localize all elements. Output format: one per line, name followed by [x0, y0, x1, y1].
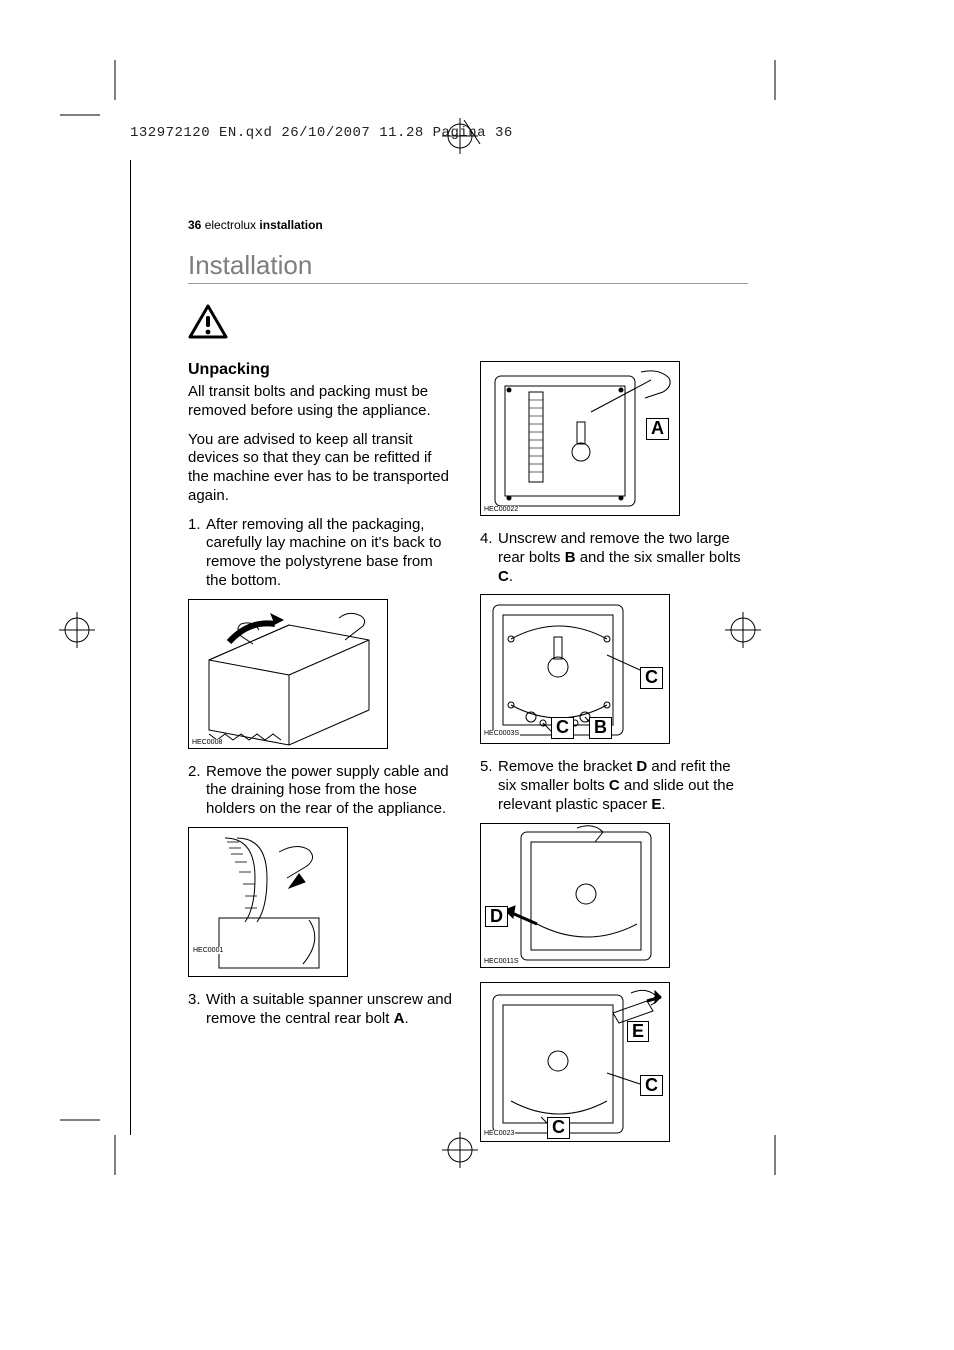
crop-mark-tr [760, 60, 830, 130]
step-2: 2. Remove the power supply cable and the… [188, 763, 456, 819]
callout-e: E [627, 1021, 649, 1043]
figure-code: HEC00022 [483, 506, 519, 513]
callout-b: B [589, 717, 612, 739]
figure-remove-hose: HEC0001 [188, 827, 348, 977]
figure-bolt-a: A HEC00022 [480, 361, 680, 516]
registration-mark-left [52, 605, 102, 655]
right-column: A HEC00022 4. Unscrew and remove the two… [480, 361, 748, 1156]
crop-mark-bl [60, 1105, 130, 1175]
section-name: installation [259, 218, 322, 232]
callout-c-fig6b: C [547, 1117, 570, 1139]
callout-c-upper: C [640, 667, 663, 689]
step-3: 3. With a suitable spanner unscrew and r… [188, 991, 456, 1029]
left-column: Unpacking All transit bolts and packing … [188, 361, 456, 1156]
callout-c-fig6a: C [640, 1075, 663, 1097]
registration-mark-top [440, 116, 490, 166]
callout-a: A [646, 418, 669, 440]
warning-icon [188, 304, 228, 340]
brand-name: electrolux [205, 218, 256, 232]
figure-code: HEC0003S [483, 730, 520, 737]
content-area: Installation Unpacking All transit bolts… [188, 250, 748, 1156]
figure-code: HEC0023 [483, 1130, 515, 1137]
figure-code: HEC0001 [192, 947, 224, 954]
figure-remove-polystyrene: HEC0008 [188, 599, 388, 749]
crop-mark-tl [60, 60, 130, 130]
intro-paragraph-1: All transit bolts and packing must be re… [188, 383, 456, 421]
intro-paragraph-2: You are advised to keep all transit devi… [188, 431, 456, 506]
step-5: 5. Remove the bracket D and refit the si… [480, 758, 748, 814]
page-title: Installation [188, 250, 748, 284]
unpacking-heading: Unpacking [188, 361, 456, 379]
figure-bolts-bc: C B C HEC0003S [480, 594, 670, 744]
callout-c-lower: C [551, 717, 574, 739]
crop-mark-br [760, 1105, 830, 1175]
figure-code: HEC0011S [483, 958, 520, 965]
page-edge-rule [130, 160, 131, 1135]
callout-d: D [485, 906, 508, 928]
figure-bracket-d: D HEC0011S [480, 823, 670, 968]
step-1: 1. After removing all the packaging, car… [188, 516, 456, 591]
figure-code: HEC0008 [191, 739, 223, 746]
figure-spacer-e: E C C HEC0023 [480, 982, 670, 1142]
running-head: 36 electrolux installation [188, 218, 323, 232]
step-4: 4. Unscrew and remove the two large rear… [480, 530, 748, 586]
page-number: 36 [188, 218, 201, 232]
